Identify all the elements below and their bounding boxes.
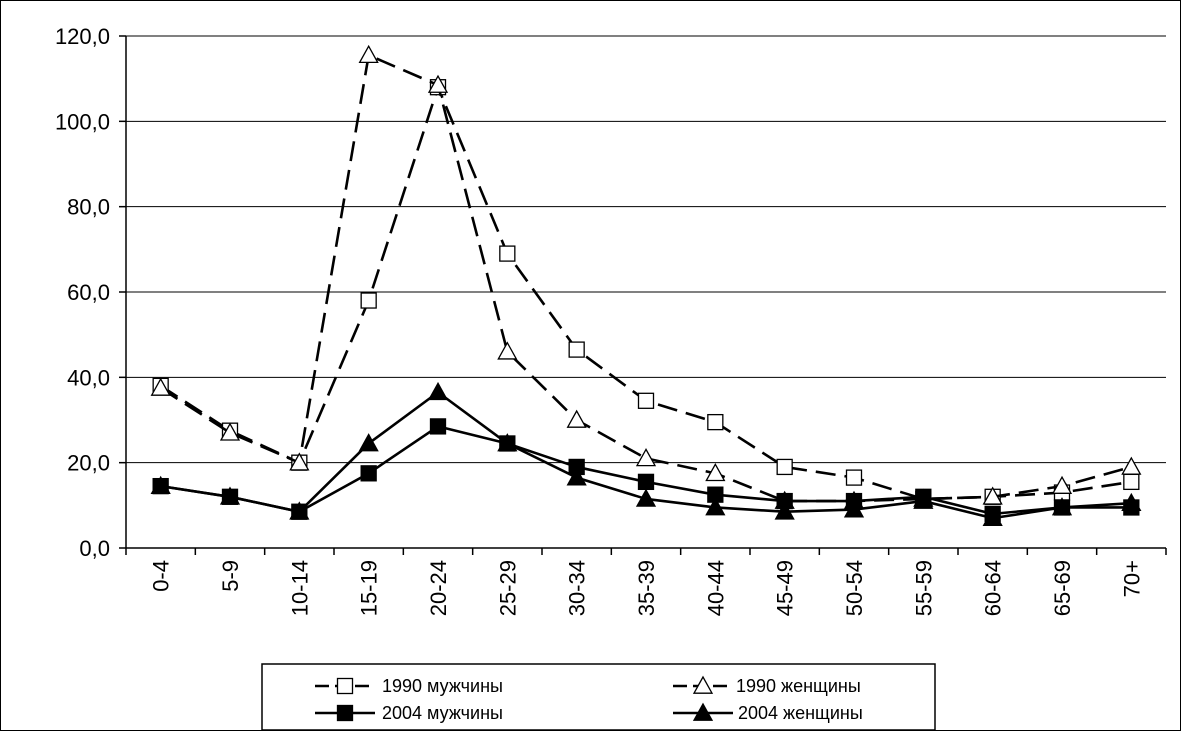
x-tick-label: 60-64 [981,560,1006,616]
data-point [429,418,447,435]
x-tick-label: 10-14 [287,560,312,616]
series-1990-men [152,79,1140,508]
data-point [289,452,310,471]
data-point [1051,475,1073,494]
data-point [705,497,726,516]
data-point [150,377,171,396]
legend-marker-2004-women [692,702,714,721]
x-tick-label: 45-49 [773,560,798,616]
data-point [289,501,310,520]
data-point [219,422,241,441]
data-point [497,433,518,452]
data-point [427,381,449,401]
y-tick-label: 120,0 [55,24,110,49]
x-tick-label: 35-39 [634,560,659,616]
y-tick-label: 0,0 [79,536,110,561]
data-point [358,433,379,452]
y-tick-label: 40,0 [67,365,110,390]
series-line-1990-women [159,53,1132,503]
data-point [913,490,934,509]
data-point [774,501,795,520]
data-point [219,486,241,505]
legend-marker-1990-women [692,675,714,694]
series-group [150,44,1142,526]
data-point [982,507,1003,526]
series-1990-women [150,44,1142,509]
x-tick-label: 5-9 [218,560,243,592]
legend-label-1990-women: 1990 женщины [736,676,861,696]
y-tick-label: 60,0 [67,280,110,305]
y-tick-label: 20,0 [67,451,110,476]
legend-label-2004-men: 2004 мужчины [382,703,503,723]
data-point [1123,473,1140,491]
data-point [982,486,1003,505]
data-point [705,462,726,482]
y-tick-label: 80,0 [67,195,110,220]
data-point [566,409,587,428]
legend-marker-1990-men [336,677,354,695]
x-tick-label: 50-54 [842,560,867,616]
data-point [637,473,655,491]
x-tick-label: 25-29 [495,560,520,616]
data-point [845,469,863,486]
data-point [1121,456,1142,475]
x-tick-label: 15-19 [357,560,382,616]
x-tick-label: 30-34 [565,560,590,616]
data-point [360,292,377,309]
data-point [707,413,724,431]
legend-marker-2004-men [336,704,354,722]
data-point [427,74,449,93]
data-point [150,475,171,494]
data-point [635,448,657,467]
x-tick-label: 40-44 [703,560,728,616]
legend: 1990 мужчины 1990 женщины 2004 мужчины 2… [261,663,936,731]
series-line-1990-men [159,85,1132,501]
data-point [776,458,793,476]
data-point [843,499,865,518]
data-point [568,341,585,358]
x-tick-label: 70+ [1119,560,1144,597]
data-point [360,465,377,482]
y-tick-label: 100,0 [55,109,110,134]
x-tick-label: 0-4 [149,560,174,592]
data-point [1051,497,1073,516]
x-axis-ticks: 0-4 5-9 10-14 15-19 20-24 25-29 30-34 35-39 40-4… [125,548,1167,616]
data-point [637,392,655,409]
series-2004-women [150,381,1142,526]
legend-box [261,663,936,731]
data-point [1121,492,1142,512]
legend-label-2004-women: 2004 женщины [738,703,863,723]
data-point [566,467,587,486]
x-tick-label: 55-59 [911,560,936,616]
data-point [499,245,516,262]
x-tick-label: 65-69 [1050,560,1075,616]
x-tick-label: 20-24 [426,560,451,616]
y-axis-ticks: 0,0 20,0 40,0 60,0 80,0 100,0 120,0 [55,24,126,561]
data-point [358,44,379,64]
data-point [497,341,518,360]
legend-label-1990-men: 1990 мужчины [382,676,503,696]
data-point [635,488,657,507]
